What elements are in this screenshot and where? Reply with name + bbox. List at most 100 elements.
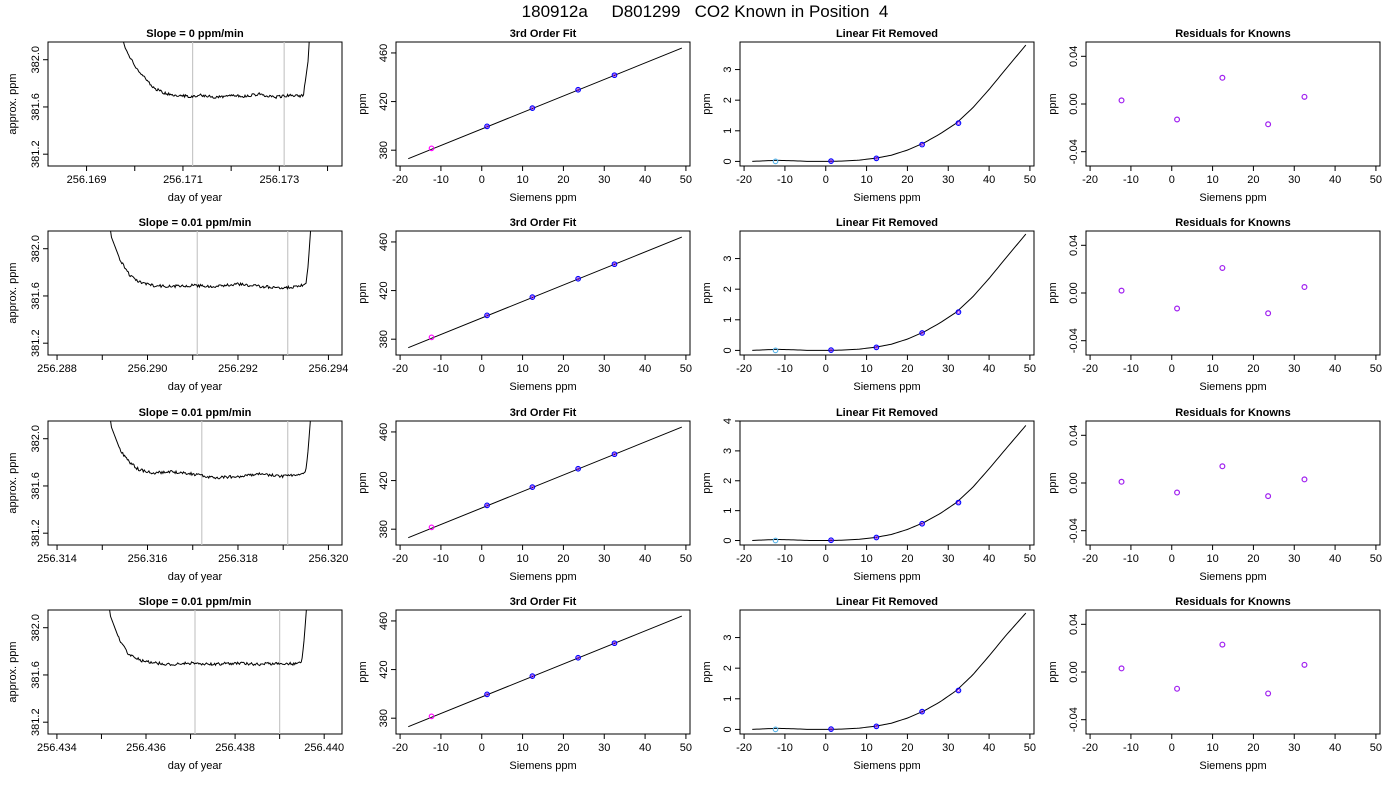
data-point [1265,493,1272,500]
x-tick-label: 0 [823,553,829,565]
data-point-inner [957,501,960,505]
fit-curve [752,425,1027,542]
x-tick-label: 30 [1288,742,1300,754]
y-axis-label: ppm [701,93,713,114]
y-tick-label: -0.04 [1068,518,1080,543]
y-tick-label: 380 [378,330,390,348]
data-point-inner [920,143,924,147]
x-tick-label: 40 [1329,742,1341,754]
y-tick-label: 0 [722,347,734,353]
x-tick-label: 256.294 [309,363,349,375]
data-point-inner [530,295,534,299]
y-tick-label: 381.2 [30,140,42,168]
data-point [575,86,581,93]
data-point [484,691,490,698]
x-tick-label: 10 [860,742,872,754]
data-point [428,524,435,531]
panel-title: Residuals for Knowns [1175,28,1291,40]
x-axis-label: Siemens ppm [1199,381,1266,393]
panel-title: 3rd Order Fit [510,407,577,419]
y-tick-label: 380 [378,141,390,159]
x-tick-label: 256.434 [37,742,77,754]
y-tick-label: 0.00 [1068,661,1080,682]
y-tick-label: 3 [722,66,734,72]
x-tick-label: -20 [392,174,408,186]
plot-area [752,612,1027,730]
x-tick-label: -20 [392,553,408,565]
panel-title: Slope = 0 ppm/min [146,28,244,40]
y-tick-label: 381.6 [30,472,42,500]
data-point [1219,641,1226,648]
data-point-inner [485,503,489,507]
plot-frame [395,230,691,356]
plot-frame [739,230,1035,356]
panel-r3-c1: 3rd Order Fit -20 -10 0 10 20 30 40 50 380 420 460 S… [357,596,692,772]
x-tick-label: 256.171 [163,174,203,186]
panel-r3-c2: Linear Fit Removed -20 -10 0 10 20 30 40 50 0 1 2 3 S… [701,596,1036,772]
panel-r3-c0: Slope = 0.01 ppm/min 256.434 256.436 256.43… [7,596,344,772]
plot-frame [739,609,1035,735]
y-tick-label: 381.2 [30,708,42,736]
x-tick-label: 10 [1206,363,1218,375]
x-tick-label: -10 [433,742,449,754]
x-tick-label: 50 [1370,742,1382,754]
data-point [873,344,880,351]
panel-r0-c3: Residuals for Knowns -20 -10 0 10 20 30 40 50 -0.… [1047,28,1382,204]
y-tick-label: 0.00 [1068,93,1080,114]
y-tick-label: 0.04 [1068,425,1080,446]
plot-frame [47,41,343,167]
y-tick-label: 2 [722,665,734,671]
data-point [955,120,962,126]
data-point [1219,463,1226,470]
data-point-inner [485,124,489,128]
x-tick-label: 256.316 [128,553,168,565]
x-tick-label: 10 [1206,553,1218,565]
y-tick-label: 420 [378,660,390,678]
data-point [1174,305,1181,312]
x-tick-label: -10 [777,553,793,565]
panel-title: 3rd Order Fit [510,596,577,608]
x-tick-label: 40 [1329,363,1341,375]
panel-title: Linear Fit Removed [836,596,938,608]
x-tick-label: -20 [1082,363,1098,375]
x-tick-label: 30 [598,363,610,375]
x-tick-label: 40 [639,742,651,754]
panel-r0-c1: 3rd Order Fit -20 -10 0 10 20 30 40 50 380 420 460 S… [357,28,692,204]
plot-frame [47,230,343,356]
data-point [1174,685,1181,692]
x-tick-label: 256.438 [215,742,255,754]
x-axis-label: day of year [168,192,223,204]
panel-r1-c3: Residuals for Knowns -20 -10 0 10 20 30 40 50 -0.… [1047,217,1382,393]
data-point [1118,478,1125,485]
x-tick-label: 50 [680,742,692,754]
data-point-inner [920,331,924,335]
x-tick-label: 20 [557,174,569,186]
x-tick-label: -20 [736,174,752,186]
x-tick-label: 20 [557,363,569,375]
y-axis-label: approx. ppm [7,73,19,134]
panel-r2-c2: Linear Fit Removed -20 -10 0 10 20 30 40 50 0 1 2 3 4… [701,407,1036,583]
y-tick-label: 1 [722,696,734,702]
x-axis-label: Siemens ppm [509,192,576,204]
data-point-inner [530,106,534,110]
x-tick-label: 40 [639,174,651,186]
x-tick-label: 10 [516,553,528,565]
y-tick-label: 1 [722,128,734,134]
data-point [772,537,779,544]
x-tick-label: 30 [1288,553,1300,565]
data-point [1174,116,1181,123]
x-axis-label: Siemens ppm [853,381,920,393]
plot-frame [1085,609,1381,735]
data-point [428,334,435,341]
x-tick-label: 50 [1024,553,1036,565]
x-tick-label: 0 [823,363,829,375]
fit-line [408,426,683,539]
y-tick-label: -0.04 [1068,328,1080,353]
plot-area [408,236,683,349]
fit-line [408,47,683,160]
x-tick-label: 256.314 [37,553,77,565]
x-tick-label: 50 [680,174,692,186]
panel-title: Slope = 0.01 ppm/min [139,596,252,608]
y-tick-label: 0 [722,158,734,164]
